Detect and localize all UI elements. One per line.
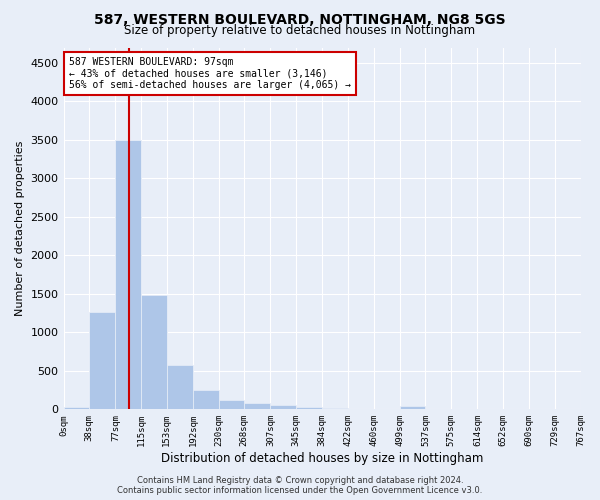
- Text: Contains HM Land Registry data © Crown copyright and database right 2024.
Contai: Contains HM Land Registry data © Crown c…: [118, 476, 482, 495]
- Bar: [89, 312, 115, 410]
- Text: 587, WESTERN BOULEVARD, NOTTINGHAM, NG8 5GS: 587, WESTERN BOULEVARD, NOTTINGHAM, NG8 …: [94, 12, 506, 26]
- Bar: [296, 407, 322, 410]
- Bar: [167, 365, 193, 410]
- Bar: [218, 400, 244, 409]
- Bar: [400, 406, 425, 410]
- Bar: [322, 408, 348, 410]
- Text: Size of property relative to detached houses in Nottingham: Size of property relative to detached ho…: [124, 24, 476, 37]
- Bar: [115, 140, 141, 409]
- Bar: [271, 405, 296, 409]
- Bar: [348, 408, 374, 410]
- Bar: [244, 403, 271, 409]
- Bar: [193, 390, 218, 409]
- Bar: [141, 296, 167, 410]
- Text: 587 WESTERN BOULEVARD: 97sqm
← 43% of detached houses are smaller (3,146)
56% of: 587 WESTERN BOULEVARD: 97sqm ← 43% of de…: [69, 56, 351, 90]
- Bar: [64, 407, 89, 410]
- X-axis label: Distribution of detached houses by size in Nottingham: Distribution of detached houses by size …: [161, 452, 483, 465]
- Y-axis label: Number of detached properties: Number of detached properties: [15, 140, 25, 316]
